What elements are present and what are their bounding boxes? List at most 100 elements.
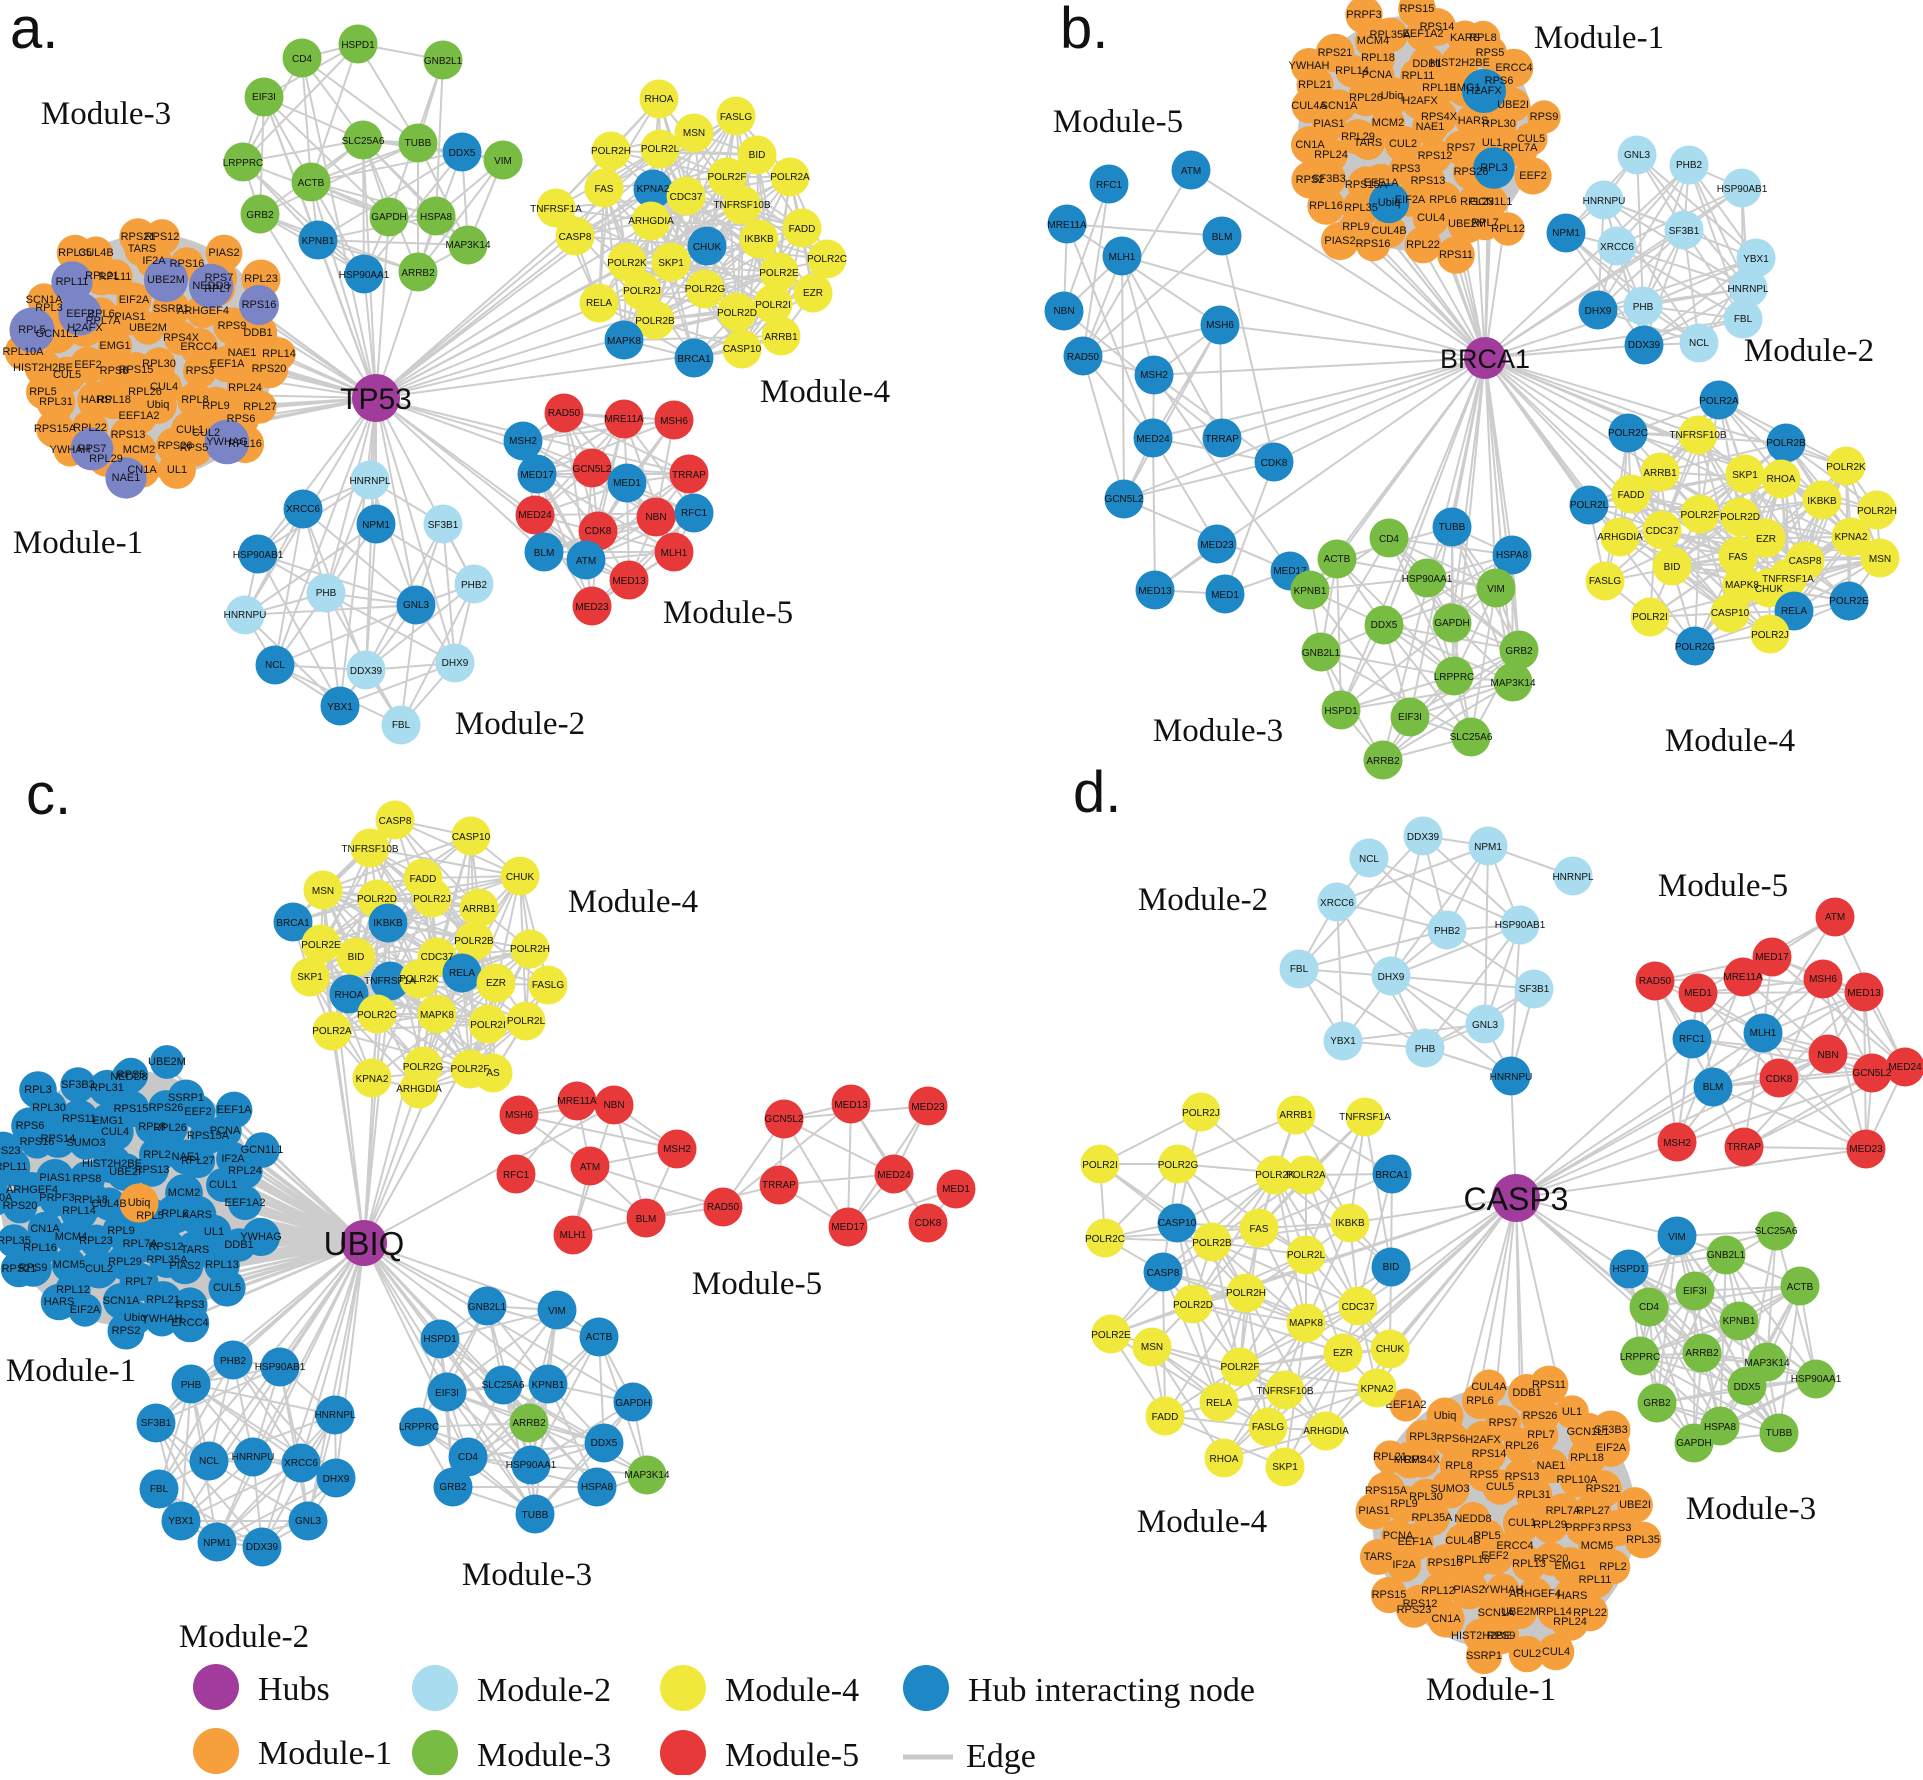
svg-text:BLM: BLM: [1703, 1082, 1724, 1093]
svg-text:YWHAH: YWHAH: [50, 444, 91, 456]
svg-text:RPL10A: RPL10A: [3, 346, 45, 358]
svg-text:MAPK8: MAPK8: [420, 1010, 454, 1021]
svg-text:ATM: ATM: [576, 556, 596, 567]
svg-text:EIF2A: EIF2A: [119, 294, 150, 306]
svg-text:Module-5: Module-5: [692, 1266, 822, 1302]
svg-text:EIF2A: EIF2A: [70, 1304, 101, 1316]
svg-text:KPNB1: KPNB1: [1294, 586, 1327, 597]
svg-text:UBE2M: UBE2M: [147, 274, 185, 286]
svg-text:RFC1: RFC1: [1096, 180, 1123, 191]
svg-text:MSH2: MSH2: [1663, 1138, 1691, 1149]
svg-text:MED13: MED13: [834, 1100, 868, 1111]
svg-text:SLC25A6: SLC25A6: [1755, 1226, 1798, 1237]
svg-text:Ubiq: Ubiq: [1378, 197, 1401, 209]
svg-text:RPS15: RPS15: [1372, 1589, 1407, 1601]
svg-text:VIM: VIM: [548, 1306, 566, 1317]
svg-text:KPNB1: KPNB1: [532, 1380, 565, 1391]
svg-text:BRCA1: BRCA1: [1375, 1170, 1409, 1181]
svg-text:CASP10: CASP10: [1711, 608, 1750, 619]
svg-text:SLC25A6: SLC25A6: [482, 1380, 525, 1391]
svg-text:ATM: ATM: [580, 1162, 600, 1173]
svg-text:MCM2: MCM2: [123, 444, 155, 456]
svg-text:RPS8: RPS8: [100, 365, 129, 377]
svg-text:POLR2B: POLR2B: [454, 936, 494, 947]
svg-text:BID: BID: [1664, 562, 1681, 573]
svg-text:VIM: VIM: [494, 156, 512, 167]
svg-text:DDX5: DDX5: [449, 148, 476, 159]
svg-text:PRPF3: PRPF3: [1565, 1522, 1600, 1534]
svg-text:RPL30: RPL30: [1482, 118, 1516, 130]
svg-text:PCNA: PCNA: [1383, 1530, 1414, 1542]
svg-text:FADD: FADD: [410, 874, 437, 885]
svg-text:RPL26: RPL26: [128, 386, 162, 398]
svg-text:DDX5: DDX5: [591, 1438, 618, 1449]
svg-text:CASP8: CASP8: [379, 816, 412, 827]
svg-text:YBX1: YBX1: [168, 1516, 194, 1527]
svg-text:Module-4: Module-4: [725, 1672, 859, 1709]
svg-text:AS: AS: [486, 1068, 500, 1079]
svg-text:Hub interacting node: Hub interacting node: [968, 1672, 1255, 1709]
svg-text:TRRAP: TRRAP: [1727, 1142, 1761, 1153]
svg-text:CUL4B: CUL4B: [1445, 1535, 1480, 1547]
svg-text:RPS8: RPS8: [73, 1173, 102, 1185]
svg-text:MSH6: MSH6: [505, 1110, 533, 1121]
svg-text:RHOA: RHOA: [645, 94, 674, 105]
svg-text:DHX9: DHX9: [1585, 306, 1612, 317]
svg-text:CUL2: CUL2: [1513, 1648, 1541, 1660]
svg-text:RPL3: RPL3: [1480, 162, 1508, 174]
svg-text:SF3B1: SF3B1: [1669, 226, 1700, 237]
svg-text:RPL35: RPL35: [0, 1235, 31, 1247]
svg-text:H2AFX: H2AFX: [1402, 95, 1438, 107]
svg-text:RPS11: RPS11: [1532, 1379, 1566, 1391]
svg-text:DHX9: DHX9: [323, 1474, 350, 1485]
svg-text:MED23: MED23: [575, 602, 609, 613]
svg-text:Ubiq: Ubiq: [128, 1197, 151, 1209]
svg-text:XRCC6: XRCC6: [1600, 242, 1634, 253]
svg-text:SCN1A: SCN1A: [1478, 1607, 1515, 1619]
svg-text:CD4: CD4: [1379, 534, 1399, 545]
svg-text:PHB2: PHB2: [461, 580, 488, 591]
svg-text:NEDD8: NEDD8: [110, 1071, 147, 1083]
svg-text:CUL4B: CUL4B: [1371, 225, 1406, 237]
svg-text:Module-1: Module-1: [258, 1735, 392, 1772]
svg-text:RHOA: RHOA: [1210, 1454, 1239, 1465]
svg-text:RPS21: RPS21: [2, 1263, 37, 1275]
svg-text:RPL6: RPL6: [1429, 194, 1457, 206]
svg-text:KPNA2: KPNA2: [356, 1074, 389, 1085]
svg-text:MRE11A: MRE11A: [1723, 972, 1763, 983]
svg-text:EEF1A: EEF1A: [210, 358, 246, 370]
svg-text:RPL11: RPL11: [1402, 70, 1435, 82]
svg-text:IKBKB: IKBKB: [1335, 1218, 1365, 1229]
svg-text:ACTB: ACTB: [1787, 1282, 1814, 1293]
svg-text:RPS13: RPS13: [1505, 1471, 1540, 1483]
svg-text:POLR2E: POLR2E: [301, 940, 341, 951]
svg-text:H2AFX: H2AFX: [1465, 1434, 1501, 1446]
svg-text:SSRP1: SSRP1: [1466, 1650, 1502, 1662]
svg-text:MAP3K14: MAP3K14: [1744, 1358, 1789, 1369]
svg-text:PHB: PHB: [1633, 302, 1654, 313]
svg-text:CN1A: CN1A: [1295, 139, 1325, 151]
svg-text:PHB: PHB: [316, 588, 337, 599]
svg-text:SKP1: SKP1: [1272, 1462, 1298, 1473]
svg-text:RPL22: RPL22: [1573, 1607, 1607, 1619]
svg-text:RPS3: RPS3: [1603, 1522, 1632, 1534]
svg-text:MSN: MSN: [1869, 554, 1891, 565]
svg-text:Module-4: Module-4: [760, 374, 890, 410]
svg-text:CASP8: CASP8: [1147, 1268, 1180, 1279]
svg-text:RPS2: RPS2: [112, 1325, 141, 1337]
svg-text:RPS6: RPS6: [1437, 1433, 1466, 1445]
svg-text:RPL31: RPL31: [1517, 1489, 1551, 1501]
svg-text:TUBB: TUBB: [522, 1510, 549, 1521]
svg-text:RPL7: RPL7: [1527, 1429, 1555, 1441]
svg-text:HSPD1: HSPD1: [1324, 706, 1358, 717]
svg-text:HIST2H2BE: HIST2H2BE: [13, 362, 73, 374]
svg-text:TNFRSF10B: TNFRSF10B: [1256, 1386, 1314, 1397]
svg-text:HSP90AA1: HSP90AA1: [1791, 1374, 1842, 1385]
svg-text:POLR2D: POLR2D: [1173, 1300, 1213, 1311]
svg-text:TARS: TARS: [181, 1244, 210, 1256]
svg-text:HARS: HARS: [1557, 1590, 1588, 1602]
svg-text:POLR2I: POLR2I: [1632, 612, 1668, 623]
svg-text:MED24: MED24: [877, 1170, 911, 1181]
svg-text:YWHAG: YWHAG: [240, 1231, 282, 1243]
svg-text:ARHGEF4: ARHGEF4: [177, 305, 229, 317]
